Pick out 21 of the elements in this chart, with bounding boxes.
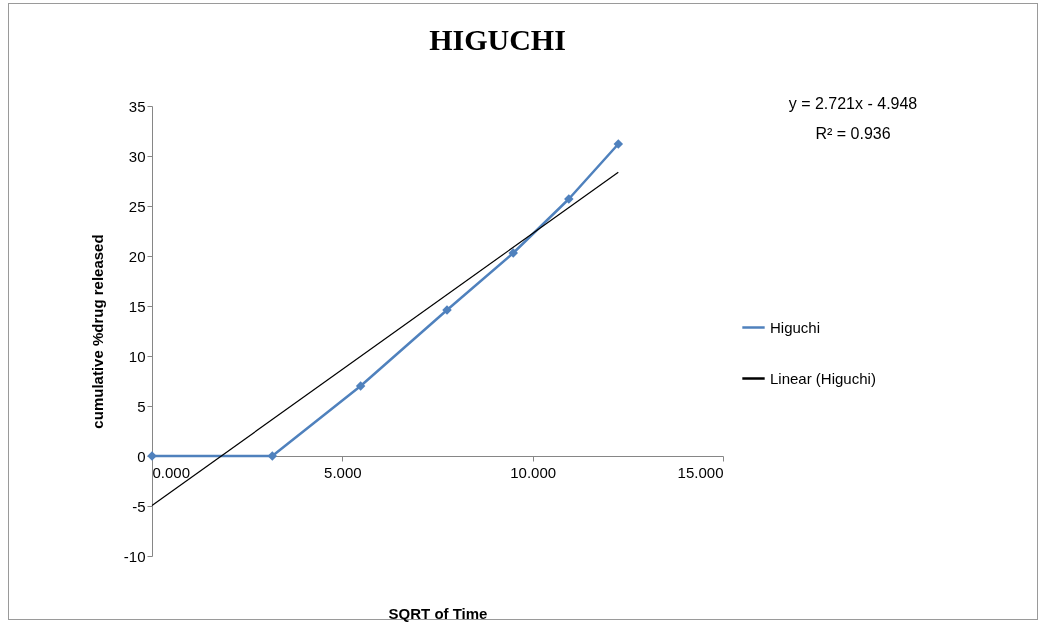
- y-tick-label: -10: [123, 547, 146, 565]
- y-tick-label: 20: [128, 247, 146, 265]
- x-tick-label: 15.000: [677, 463, 724, 481]
- y-tick-label: 0: [137, 447, 146, 465]
- y-tick-label: 15: [128, 297, 146, 315]
- x-tick-label: 0.000: [152, 463, 191, 481]
- y-tick-label: 10: [128, 347, 146, 365]
- y-tick-label: 5: [137, 397, 146, 415]
- y-tick-label: 25: [128, 197, 146, 215]
- legend-label: Higuchi: [770, 318, 821, 336]
- y-tick-label: -5: [132, 497, 146, 515]
- y-tick-label: 30: [128, 147, 146, 165]
- x-axis-title: SQRT of Time: [388, 604, 488, 622]
- x-tick-label: 10.000: [510, 463, 557, 481]
- x-tick-label: 5.000: [324, 463, 362, 481]
- chart-title: HIGUCHI: [429, 23, 566, 56]
- text: y = 2.721x - 4.948: [788, 95, 918, 112]
- y-tick-label: 35: [128, 97, 146, 115]
- legend-label: Linear (Higuchi): [770, 369, 876, 387]
- text: R² = 0.936: [815, 125, 891, 142]
- y-axis-title: cumulative %drug released: [88, 234, 106, 429]
